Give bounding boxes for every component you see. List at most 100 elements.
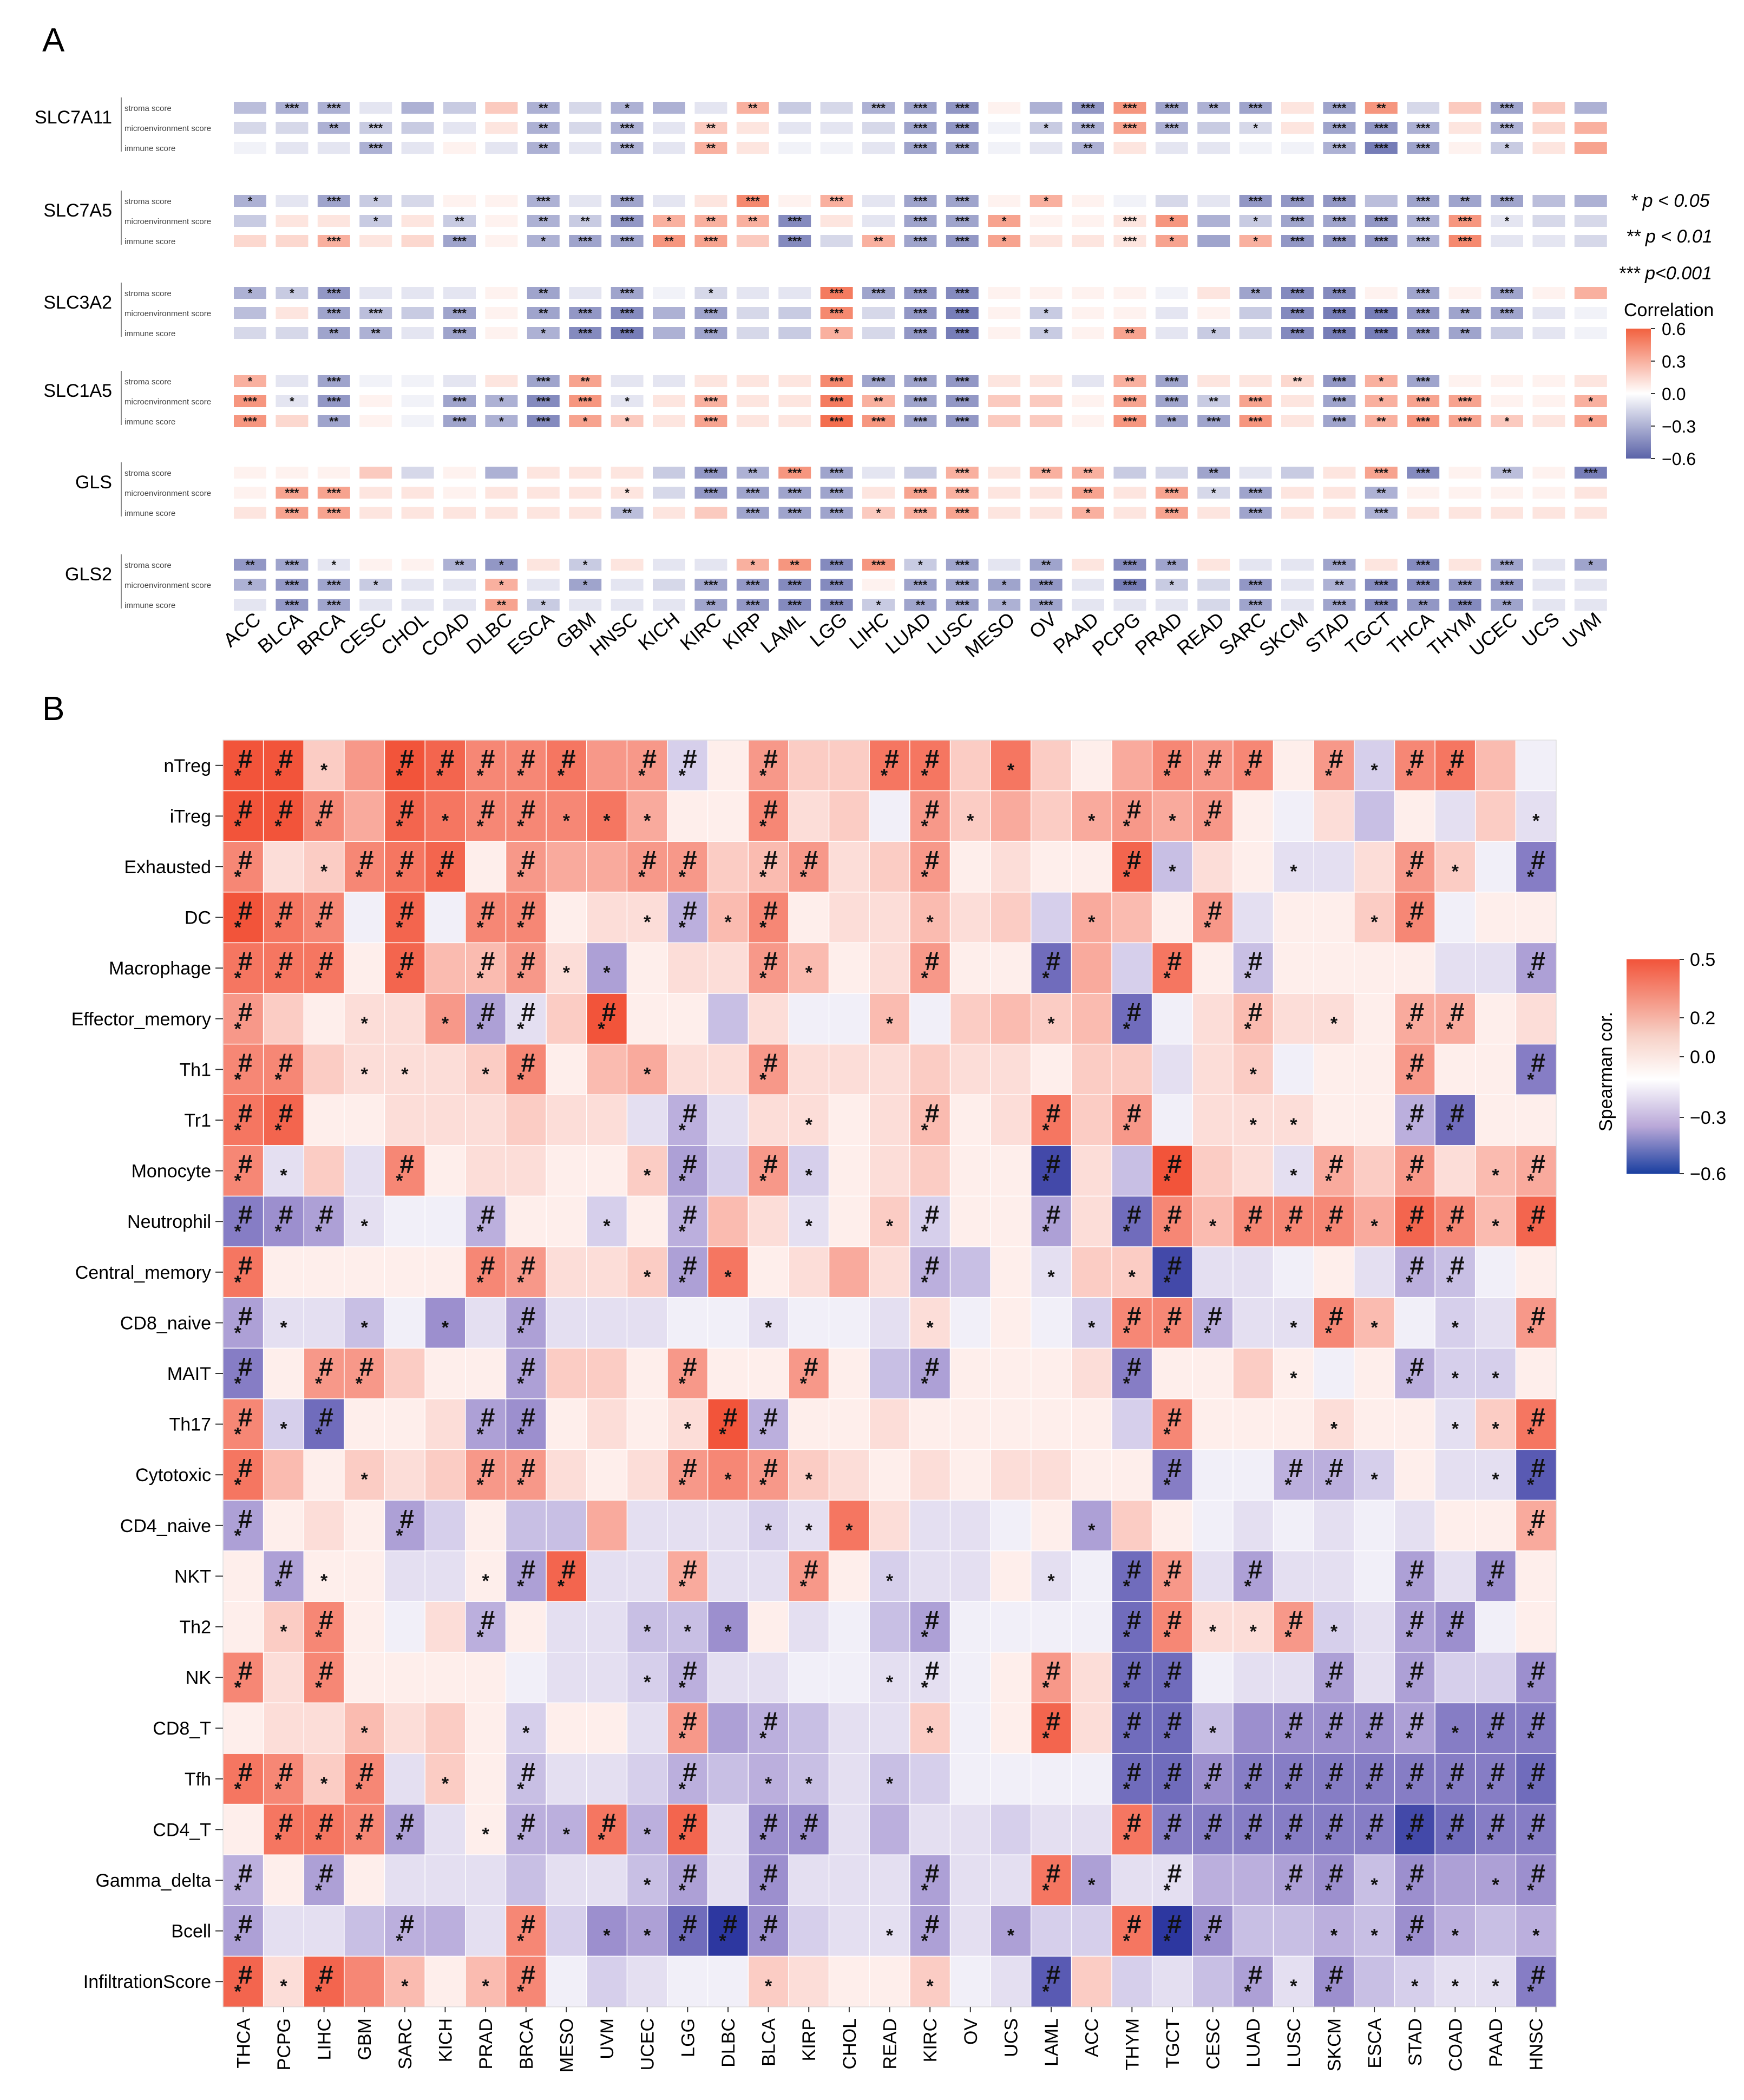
heatmap-cell (1323, 487, 1356, 499)
significance-mark: *** (327, 395, 341, 408)
heatmap-cell (828, 892, 870, 944)
significance-mark: *** (1165, 101, 1179, 115)
significance-mark: ** (539, 306, 548, 320)
significance-mark: * (1163, 1323, 1171, 1343)
significance-mark: ** (371, 326, 381, 340)
significance-mark: * (1371, 912, 1378, 933)
heatmap-cell (1532, 102, 1565, 114)
significance-mark: # (481, 998, 495, 1027)
heatmap-cell (946, 287, 979, 299)
significance-mark: # (238, 897, 253, 926)
heatmap-cell (1151, 1043, 1194, 1096)
heatmap-cell (611, 579, 644, 591)
significance-mark: * (1371, 1875, 1378, 1895)
heatmap-cell (401, 467, 434, 479)
heatmap-cell (1448, 579, 1481, 591)
column-label: HNSC (1526, 2018, 1547, 2070)
heatmap-cell (988, 215, 1021, 227)
significance-mark: * (679, 1779, 686, 1800)
heatmap-cell (465, 1195, 507, 1248)
significance-mark: # (1046, 1201, 1061, 1229)
significance-mark: *** (453, 415, 467, 428)
significance-mark: * (499, 578, 504, 592)
heatmap-cell (465, 1905, 507, 1957)
heatmap-cell (303, 1449, 345, 1501)
heatmap-cell (904, 122, 937, 134)
heatmap-cell (263, 993, 305, 1045)
significance-mark: *** (1249, 101, 1263, 115)
heatmap-cell (1474, 1601, 1517, 1653)
heatmap-cell (1323, 195, 1356, 207)
heatmap-cell (1365, 142, 1398, 154)
heatmap-cell (505, 1094, 547, 1147)
heatmap-cell (611, 215, 644, 227)
heatmap-cell (424, 1145, 467, 1197)
significance-mark: * (1452, 1976, 1459, 1997)
significance-mark: * (396, 1829, 403, 1850)
heatmap-cell (694, 579, 727, 591)
heatmap-cell (1071, 1246, 1113, 1298)
heatmap-cell (1407, 507, 1440, 519)
heatmap-cell (527, 507, 560, 519)
heatmap-cell (946, 507, 979, 519)
significance-mark: # (481, 1454, 495, 1483)
significance-mark: * (234, 1475, 242, 1495)
heatmap-cell (909, 1297, 951, 1349)
heatmap-cell (1323, 467, 1356, 479)
heatmap-cell (828, 1094, 870, 1147)
column-label: UCS (1518, 608, 1564, 651)
column-label: THCA (233, 2018, 254, 2069)
significance-mark: * (563, 963, 571, 983)
heatmap-cell (1232, 892, 1274, 944)
significance-mark: ** (706, 214, 716, 228)
significance-mark: # (400, 897, 415, 926)
significance-mark: * (1527, 1678, 1535, 1698)
heatmap-cell (234, 327, 266, 339)
significance-mark: # (1127, 998, 1142, 1027)
significance-mark: * (320, 760, 328, 781)
heatmap-cell (1574, 287, 1607, 299)
heatmap-cell (707, 1195, 749, 1248)
significance-mark: # (763, 846, 778, 875)
heatmap-cell (1232, 1500, 1274, 1552)
heatmap-cell (869, 1246, 911, 1298)
heatmap-cell (1192, 1449, 1234, 1501)
significance-mark: * (921, 1272, 928, 1293)
heatmap-cell (424, 1803, 467, 1856)
significance-mark: # (1329, 1150, 1343, 1179)
significance-mark: * (1123, 1627, 1131, 1647)
heatmap-cell (1365, 415, 1398, 427)
colorbar-a-tick: 0.3 (1662, 352, 1686, 371)
significance-mark: ** (1502, 466, 1512, 480)
significance-mark: *** (704, 415, 718, 428)
heatmap-cell (1197, 467, 1230, 479)
heatmap-cell (626, 1195, 668, 1248)
heatmap-cell (1448, 559, 1481, 571)
significance-mark: * (1527, 1221, 1535, 1242)
colorbar-a-tick: 0.6 (1662, 319, 1686, 339)
heatmap-cell (1113, 487, 1146, 499)
heatmap-cell (1273, 1500, 1315, 1552)
heatmap-cell (1574, 215, 1607, 227)
heatmap-cell (1313, 1347, 1355, 1400)
heatmap-cell (276, 599, 309, 611)
heatmap-cell (1354, 1145, 1395, 1197)
heatmap-cell (359, 287, 392, 299)
heatmap-cell (904, 235, 937, 247)
significance-mark: *** (1416, 141, 1430, 155)
heatmap-cell (317, 375, 350, 387)
heatmap-cell (234, 415, 266, 427)
heatmap-cell (344, 1955, 385, 2008)
column-label: KIRP (718, 608, 768, 654)
significance-mark: * (800, 1829, 808, 1850)
heatmap-cell (424, 1347, 467, 1400)
heatmap-cell (946, 235, 979, 247)
significance-mark: * (517, 867, 524, 887)
heatmap-cell (626, 892, 668, 944)
heatmap-cell (667, 892, 709, 944)
significance-mark: *** (1123, 578, 1137, 592)
heatmap-cell (527, 395, 560, 407)
heatmap-cell (1407, 375, 1440, 387)
row-label: immune score (124, 509, 175, 518)
significance-mark: * (1452, 1419, 1459, 1440)
